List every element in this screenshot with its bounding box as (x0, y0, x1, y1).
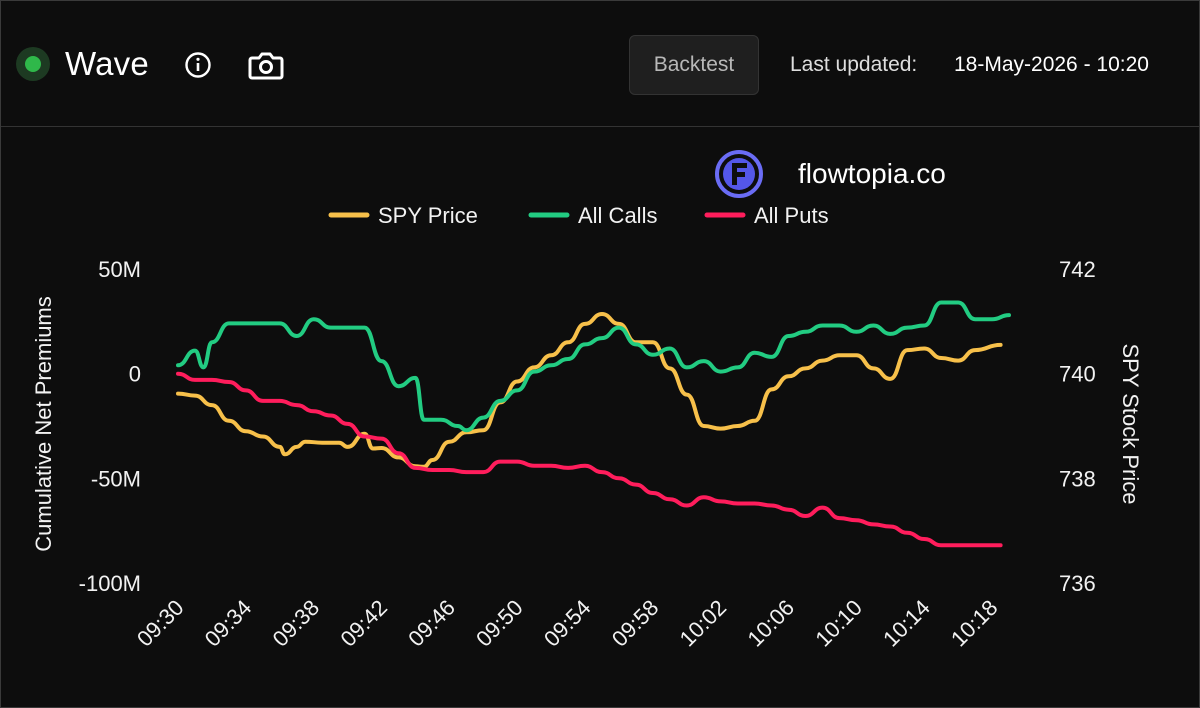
chart-series (176, 300, 1011, 548)
y-right-tick-label: 742 (1059, 257, 1096, 282)
y-left-tick-label: -100M (79, 571, 141, 596)
camera-icon[interactable] (248, 48, 284, 82)
info-icon[interactable] (184, 51, 212, 79)
chart-area: SPY Price All Calls All Puts 50M 0 -50M -100M… (31, 203, 1143, 652)
x-tick-label: 10:06 (742, 595, 799, 652)
legend-label: All Puts (754, 203, 829, 228)
page-title: Wave (65, 45, 149, 82)
x-tick-label: 09:54 (539, 595, 596, 652)
y-axis-right-title: SPY Stock Price (1118, 344, 1143, 505)
y-left-tick-label: 50M (98, 257, 141, 282)
y-left-tick-label: -50M (91, 466, 141, 491)
x-tick-label: 09:50 (471, 595, 528, 652)
legend-label: All Calls (578, 203, 657, 228)
legend-item-all-calls[interactable]: All Calls (528, 203, 657, 228)
series-line-spy-price (176, 312, 1003, 469)
x-tick-label: 09:34 (200, 595, 257, 652)
x-tick-label: 09:38 (268, 595, 325, 652)
x-tick-label: 10:10 (810, 595, 867, 652)
x-tick-label: 10:14 (878, 595, 935, 652)
last-updated-label: Last updated: (790, 53, 918, 76)
x-tick-label: 09:30 (132, 595, 189, 652)
x-tick-label: 10:18 (946, 595, 1003, 652)
y-right-tick-label: 736 (1059, 571, 1096, 596)
right-axis-ticks: 742 740 738 736 (1059, 257, 1096, 596)
legend-item-spy-price[interactable]: SPY Price (328, 203, 478, 228)
watermark-text: flowtopia.co (798, 158, 946, 189)
flowtopia-logo-icon (715, 150, 763, 198)
y-left-tick-label: 0 (129, 362, 141, 387)
status-dot-icon (16, 47, 50, 81)
legend: SPY Price All Calls All Puts (328, 203, 829, 228)
last-updated-value: 18-May-2026 - 10:20 (954, 53, 1149, 76)
series-line-all-puts (176, 371, 1003, 548)
legend-label: SPY Price (378, 203, 478, 228)
x-tick-label: 09:46 (403, 595, 460, 652)
backtest-button[interactable]: Backtest (629, 35, 759, 95)
y-axis-left-title: Cumulative Net Premiums (31, 296, 56, 552)
y-right-tick-label: 740 (1059, 362, 1096, 387)
x-tick-label: 10:02 (675, 595, 732, 652)
header-bar: Wave Backtest Last updated: 18-May-2026 … (1, 1, 1199, 127)
left-axis-ticks: 50M 0 -50M -100M (79, 257, 141, 596)
y-right-tick-label: 738 (1059, 466, 1096, 491)
x-axis-ticks: 09:30 09:34 09:38 09:42 09:46 09:50 09:54 09:58… (132, 595, 1003, 652)
x-tick-label: 09:58 (607, 595, 664, 652)
x-tick-label: 09:42 (335, 595, 392, 652)
series-line-all-calls (176, 300, 1011, 433)
legend-item-all-puts[interactable]: All Puts (704, 203, 829, 228)
